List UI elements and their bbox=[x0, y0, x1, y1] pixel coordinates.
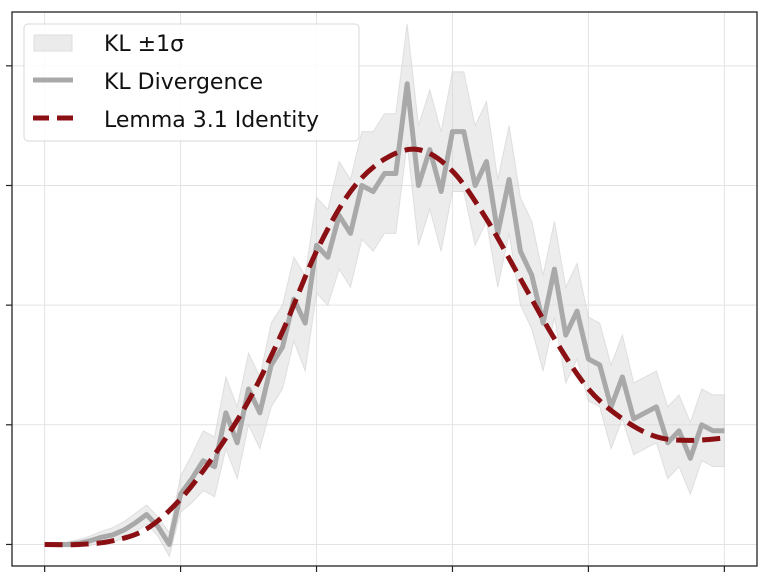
legend: KL ±1σ KL Divergence Lemma 3.1 Identity bbox=[23, 23, 360, 142]
legend-label-band: KL ±1σ bbox=[104, 32, 184, 57]
legend-label-kl: KL Divergence bbox=[104, 70, 263, 95]
lemma-identity-line bbox=[44, 146, 725, 548]
ticks bbox=[6, 65, 725, 572]
legend-label-lemma: Lemma 3.1 Identity bbox=[104, 108, 319, 133]
legend-box bbox=[23, 23, 360, 142]
legend-band-swatch bbox=[33, 34, 73, 52]
axes-frame bbox=[11, 11, 758, 567]
kl-divergence-line bbox=[44, 81, 725, 547]
